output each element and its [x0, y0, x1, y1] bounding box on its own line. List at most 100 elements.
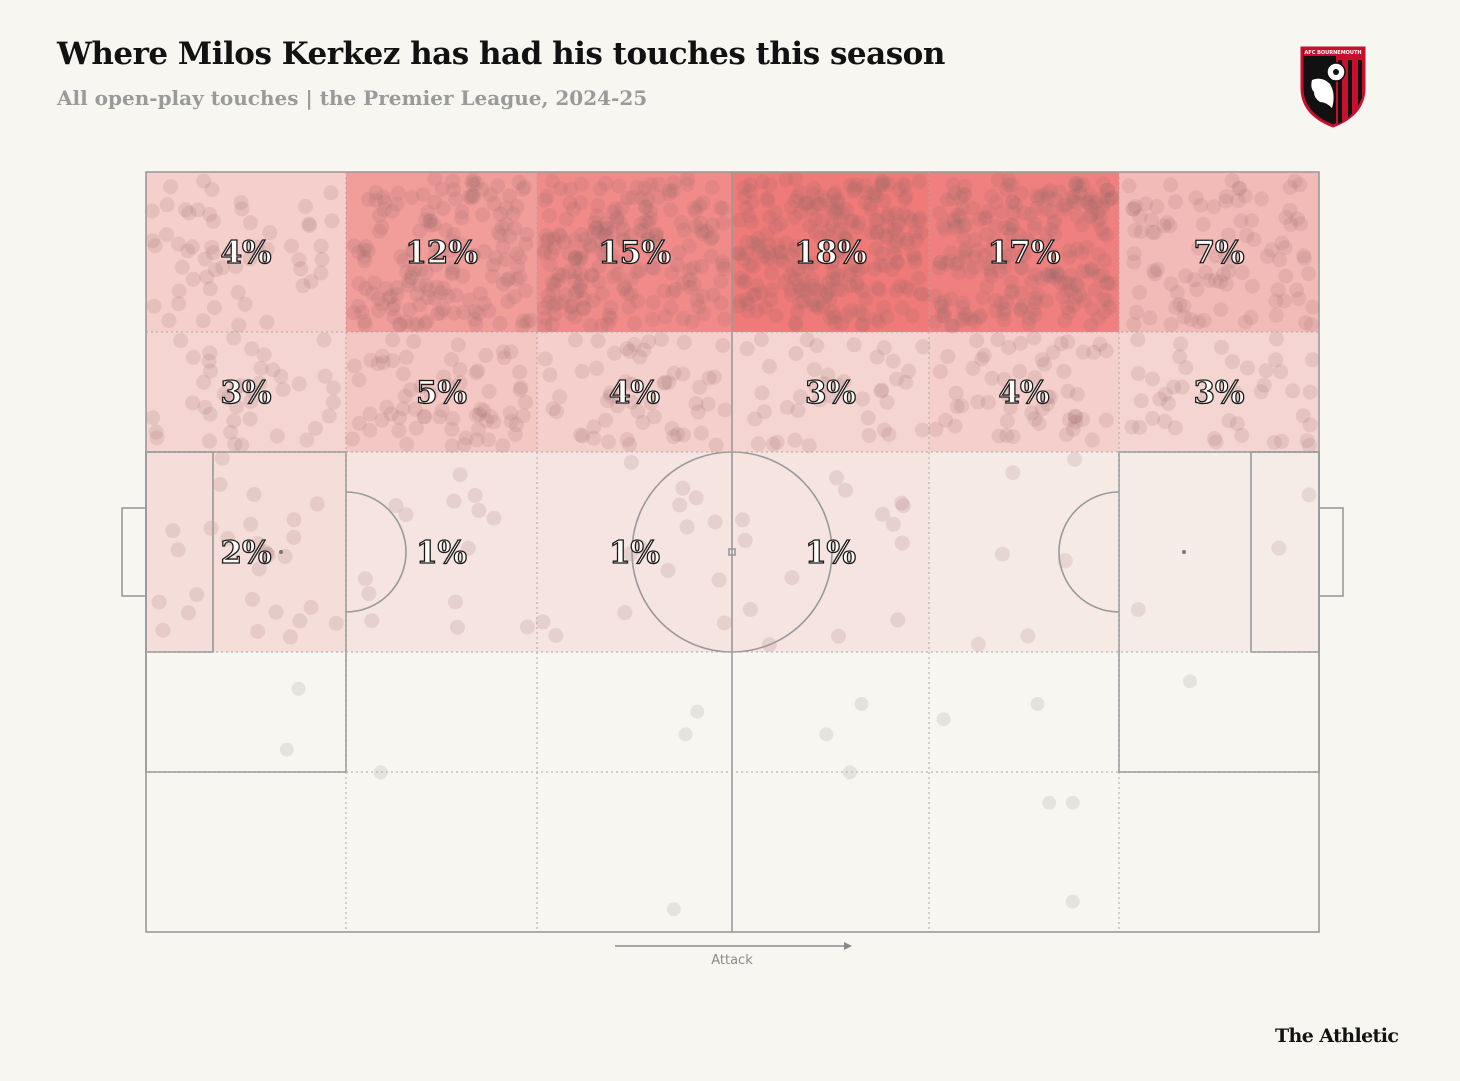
touch-dot [1003, 274, 1019, 290]
touch-dot [801, 438, 817, 454]
touch-dot [679, 519, 695, 535]
touch-dot [756, 404, 772, 420]
touch-dot [958, 241, 974, 257]
touch-dot [1145, 371, 1160, 387]
touch-dot [644, 260, 660, 276]
touch-dot [981, 260, 997, 276]
touch-dot [430, 306, 446, 322]
touch-dot [996, 371, 1012, 387]
touch-dot [835, 205, 851, 221]
touch-dot [1034, 352, 1050, 368]
touch-dot [1282, 179, 1298, 195]
touch-dot [403, 382, 419, 398]
touch-dot [955, 295, 971, 311]
touch-dot [834, 315, 850, 331]
touch-dot [591, 258, 607, 274]
touch-dot [1147, 224, 1163, 240]
touch-dot [448, 287, 464, 303]
touch-dot [957, 187, 973, 203]
touch-dot [1186, 272, 1202, 288]
touch-dot [1013, 185, 1029, 201]
touch-dot [495, 276, 511, 292]
touch-dot [1183, 674, 1197, 689]
touch-dot [831, 628, 846, 644]
touch-dot [1156, 218, 1172, 234]
touch-dot [413, 378, 429, 394]
touch-dot [548, 628, 564, 643]
touch-dot [1201, 272, 1217, 288]
touch-dot [1052, 184, 1068, 200]
the-athletic-logo: The Athletic [1275, 1025, 1399, 1047]
touch-dot [948, 385, 964, 401]
touch-dot [800, 258, 815, 274]
touch-dot [1060, 383, 1076, 399]
touch-dot [515, 318, 530, 334]
touch-dot [855, 283, 871, 299]
touch-dot [515, 313, 531, 329]
right-goal [1318, 507, 1344, 597]
touch-dot [351, 244, 367, 260]
touch-dot [573, 427, 589, 443]
touch-dot [784, 249, 800, 264]
touch-dot [901, 209, 917, 225]
touch-dot [871, 313, 887, 329]
touch-dot [473, 401, 489, 417]
touch-dot [686, 276, 702, 292]
touch-dot [787, 242, 803, 258]
touch-dot [756, 248, 772, 264]
touch-dot [291, 376, 307, 392]
touch-dot [633, 223, 649, 238]
touch-dot [1191, 240, 1207, 256]
touch-dot [535, 614, 551, 630]
touch-dot [619, 285, 635, 301]
touch-dot [603, 300, 619, 316]
touch-dot [1013, 303, 1029, 319]
touch-dot [478, 413, 494, 429]
touch-dot [1038, 293, 1054, 309]
touch-dot [653, 331, 669, 347]
touch-dot [821, 223, 837, 239]
touch-dot [512, 250, 528, 265]
touch-dot [145, 410, 161, 426]
touch-dot [184, 239, 200, 255]
touch-dot [867, 261, 882, 277]
touch-dot [1001, 248, 1017, 264]
touch-dot [542, 367, 558, 383]
touch-dot [643, 177, 659, 193]
touch-dot [471, 305, 487, 321]
touch-dot [615, 231, 631, 247]
touch-dot [409, 316, 425, 332]
touch-dot [252, 375, 268, 391]
touch-dot [435, 301, 451, 317]
touch-dot [936, 712, 951, 727]
touch-dot [317, 368, 333, 384]
touch-dot [399, 264, 415, 280]
touch-dot [282, 629, 298, 645]
touch-dot [649, 226, 665, 242]
touch-dot [509, 198, 525, 214]
touch-dot [590, 198, 606, 213]
touch-dot [1079, 239, 1095, 255]
touch-dot [666, 183, 681, 199]
touch-dot [269, 428, 285, 444]
touch-dot [413, 262, 429, 278]
touch-dot [373, 765, 388, 780]
touch-dot [786, 209, 802, 225]
touch-dot [584, 267, 600, 283]
touch-dot [649, 234, 665, 250]
touch-dot [798, 195, 814, 211]
touch-dot [948, 256, 964, 272]
touch-dot [1003, 285, 1019, 301]
touch-dot [265, 362, 281, 378]
touch-dot [807, 211, 823, 227]
touch-dot [889, 371, 905, 387]
touch-dot [1084, 262, 1100, 278]
touch-dot [1081, 187, 1097, 203]
touch-dot [868, 241, 884, 256]
touch-dot [999, 413, 1015, 429]
touch-dot [807, 378, 823, 394]
touch-dot [1198, 265, 1214, 280]
touch-dot [956, 230, 972, 246]
touch-dot [1075, 177, 1091, 193]
touch-dot [904, 308, 920, 324]
